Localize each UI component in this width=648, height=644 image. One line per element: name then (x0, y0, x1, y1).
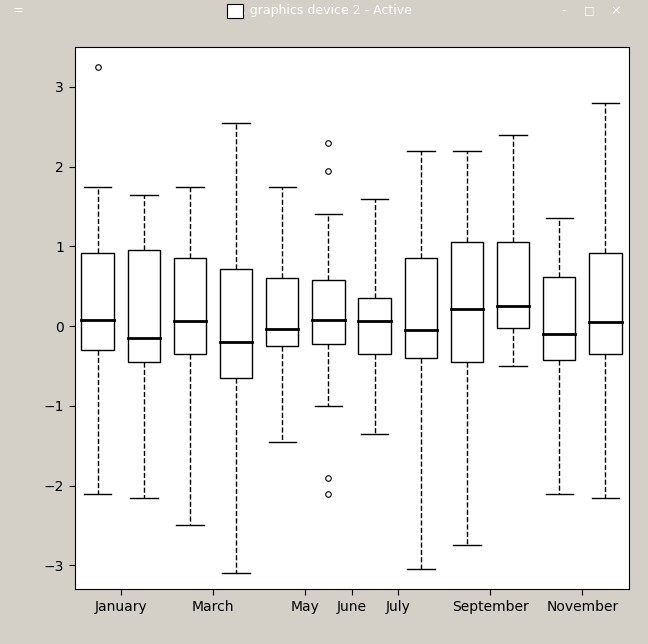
Text: R graphics device 2 - Active: R graphics device 2 - Active (237, 4, 411, 17)
Text: ×: × (610, 4, 621, 17)
Bar (589, 252, 621, 354)
Bar (404, 258, 437, 358)
Text: □: □ (584, 6, 595, 15)
Bar (220, 269, 252, 378)
Bar (358, 298, 391, 354)
Bar (128, 251, 160, 362)
Bar (266, 278, 299, 346)
Bar (497, 242, 529, 328)
Text: -: - (562, 4, 566, 17)
Bar (82, 252, 114, 350)
Bar (451, 242, 483, 362)
Bar (227, 4, 243, 18)
Bar (312, 280, 345, 344)
Bar (543, 277, 575, 359)
Bar (174, 258, 206, 354)
Text: =: = (13, 4, 23, 17)
